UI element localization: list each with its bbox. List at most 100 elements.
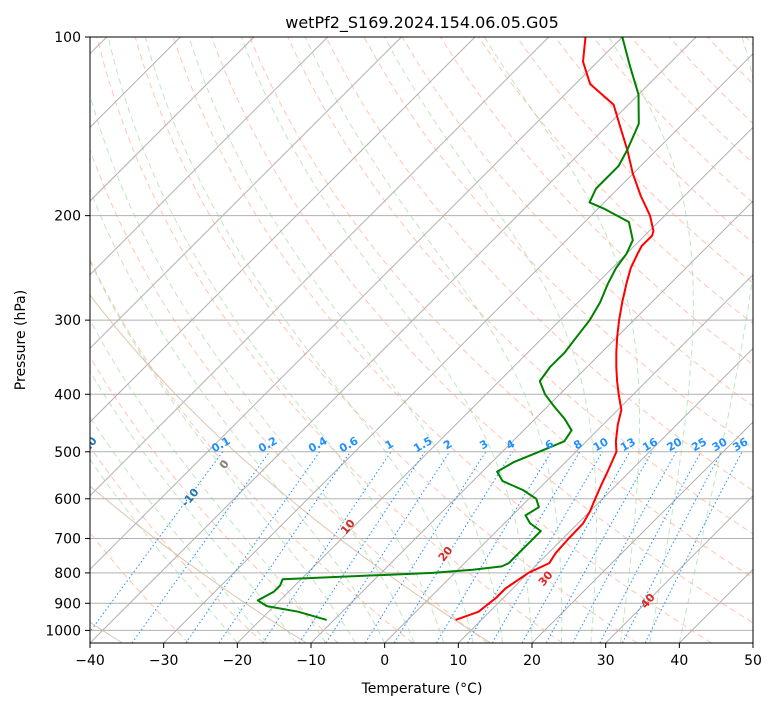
dry-adiabat-110 — [439, 37, 753, 366]
dry-adiabat-170 — [669, 37, 753, 125]
moist-adiabat--20 — [90, 458, 238, 643]
dry-adiabat-80 — [325, 37, 753, 492]
isotherm-10 — [457, 347, 753, 643]
moist-adiabat-24 — [304, 37, 563, 643]
y-axis: 100 200 300 400 500 600 700 800 900 1000 — [45, 30, 90, 639]
x-axis-label: Temperature (°C) — [361, 681, 483, 697]
y-axis-label: Pressure (hPa) — [13, 290, 29, 390]
isotherm--50 — [90, 37, 623, 571]
moist-adiabat-8 — [107, 37, 445, 643]
isotherm--20 — [236, 126, 753, 643]
mixing-ratio-line-17 — [644, 451, 743, 643]
y-tick-label-800: 800 — [54, 566, 81, 582]
isotherm--70 — [90, 37, 476, 423]
mixing-ratio-label-8: 4 — [504, 437, 517, 452]
y-tick-label-600: 600 — [54, 492, 81, 508]
mixing-ratio-line-14 — [572, 451, 677, 643]
mixing-ratio-line-1 — [131, 451, 271, 643]
y-tick-label-200: 200 — [54, 209, 81, 225]
dry-adiabat-30 — [134, 37, 638, 643]
mixing-ratio-line-13 — [545, 451, 653, 643]
isotherm-0 — [384, 273, 753, 643]
isotherm--80 — [90, 37, 402, 350]
dry-adiabat-label-13: 30 — [536, 568, 556, 588]
moist-adiabat-36 — [608, 37, 694, 643]
y-tick-label-500: 500 — [54, 445, 81, 461]
x-tick-label--30: −30 — [149, 653, 179, 669]
sounding-line-0 — [455, 37, 655, 621]
moist-adiabat-12 — [144, 37, 474, 643]
dry-adiabat-label-8: -20 — [77, 434, 100, 458]
dry-adiabat-190 — [745, 37, 753, 46]
mixing-ratio-line-6 — [325, 451, 451, 643]
dry-adiabat-20 — [96, 37, 563, 643]
moist-adiabat-4 — [90, 92, 415, 643]
isotherm--90 — [90, 37, 329, 276]
moist-adiabat--8 — [90, 319, 327, 643]
x-tick-label-50: 50 — [744, 653, 762, 669]
sounding-line-1 — [256, 37, 640, 621]
dry-adiabat-10 — [90, 148, 488, 643]
dry-adiabat-label-7: -30 — [0, 383, 10, 407]
x-tick-label--20: −20 — [223, 653, 253, 669]
moist-adiabat--16 — [90, 416, 268, 643]
moist-adiabat-20 — [240, 37, 533, 643]
isotherm--30 — [163, 52, 753, 643]
mixing-ratio-line-15 — [599, 451, 702, 643]
mixing-ratio-line-3 — [218, 451, 351, 643]
dry-adiabat-50 — [211, 37, 753, 624]
y-tick-label-100: 100 — [54, 30, 81, 46]
mixing-ratio-line-7 — [364, 451, 487, 643]
dry-adiabat-120 — [478, 37, 753, 325]
isotherm--10 — [310, 200, 753, 643]
y-tick-label-400: 400 — [54, 387, 81, 403]
dry-adiabat-180 — [707, 37, 753, 85]
x-axis: −40 −30 −20 −10 0 10 20 30 40 50 — [75, 643, 762, 669]
mixing-ratio-line-5 — [298, 451, 426, 643]
dry-adiabat--20 — [90, 445, 264, 643]
moist-adiabat-28 — [384, 37, 597, 643]
isotherm-30 — [605, 494, 753, 643]
isotherm-50 — [752, 642, 753, 643]
moist-adiabat-16 — [188, 37, 503, 643]
isotherm-40 — [678, 568, 753, 643]
y-tick-label-1000: 1000 — [45, 623, 81, 639]
x-tick-label-10: 10 — [449, 653, 467, 669]
isotherm--40 — [90, 37, 697, 643]
moist-adiabat-0 — [90, 188, 386, 643]
dry-adiabat-140 — [554, 37, 753, 244]
dry-adiabat--10 — [90, 355, 339, 643]
tan-curve-1 — [90, 485, 307, 643]
dry-adiabat-40 — [172, 37, 712, 643]
x-tick-label-30: 30 — [597, 653, 615, 669]
chart-title: wetPf2_S169.2024.154.06.05.G05 — [285, 13, 559, 33]
dry-adiabat-60 — [249, 37, 753, 579]
mixing-ratio-line-12 — [521, 451, 631, 643]
y-tick-label-300: 300 — [54, 313, 81, 329]
x-tick-label-40: 40 — [670, 653, 688, 669]
x-tick-label-0: 0 — [380, 653, 389, 669]
x-tick-label-20: 20 — [523, 653, 541, 669]
isotherm-20 — [531, 421, 753, 643]
mixing-ratio-line-9 — [435, 451, 552, 643]
isotherm--100 — [90, 37, 255, 202]
mixing-ratio-label-6: 2 — [441, 437, 454, 452]
moist-adiabat--12 — [90, 370, 297, 643]
dry-adiabat-0 — [90, 258, 414, 643]
moist-adiabat-40 — [678, 37, 753, 643]
x-tick-label--40: −40 — [75, 653, 105, 669]
dry-adiabat-label-9: -10 — [179, 486, 202, 510]
mixing-ratio-line-4 — [262, 451, 392, 643]
y-tick-label-900: 900 — [54, 596, 81, 612]
y-tick-label-700: 700 — [54, 532, 81, 548]
dry-adiabat-70 — [287, 37, 753, 535]
moist-adiabat-32 — [483, 37, 640, 643]
isotherm--60 — [90, 37, 550, 497]
plot-frame — [89, 36, 754, 644]
series-group — [256, 37, 655, 621]
x-tick-label--10: −10 — [296, 653, 326, 669]
mixing-ratio-line-2 — [185, 451, 321, 643]
background-lines — [90, 37, 753, 643]
moist-adiabat--4 — [90, 259, 356, 643]
